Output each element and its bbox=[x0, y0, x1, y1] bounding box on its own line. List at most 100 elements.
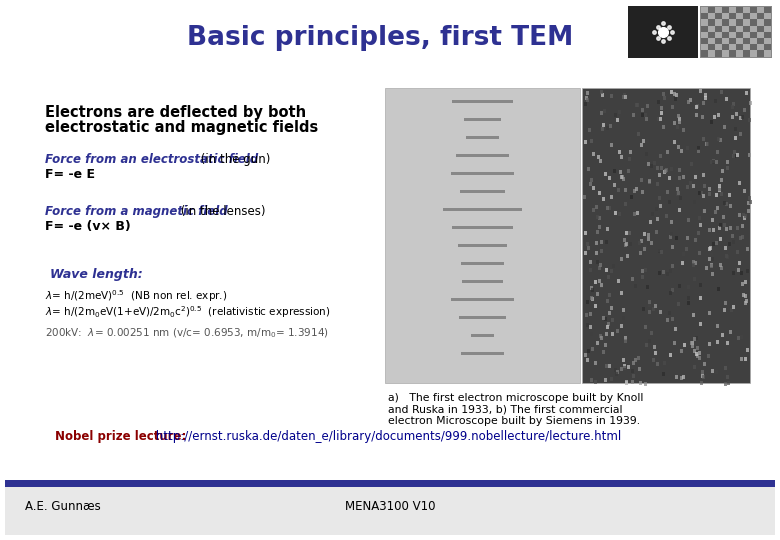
Bar bbox=[589, 312, 592, 316]
Bar bbox=[722, 44, 729, 50]
Bar bbox=[648, 339, 651, 342]
Bar bbox=[764, 25, 771, 32]
Bar bbox=[736, 32, 743, 38]
Bar bbox=[711, 253, 714, 256]
Bar bbox=[693, 366, 696, 369]
Bar bbox=[654, 230, 658, 234]
Bar bbox=[703, 362, 706, 366]
Bar bbox=[708, 7, 715, 13]
Text: Wave length:: Wave length: bbox=[50, 268, 143, 281]
Bar bbox=[588, 127, 591, 132]
Bar bbox=[624, 96, 627, 99]
Bar bbox=[695, 353, 698, 356]
Bar bbox=[764, 32, 771, 38]
Bar bbox=[710, 263, 713, 267]
Bar bbox=[628, 231, 631, 235]
Bar bbox=[590, 312, 593, 316]
Bar bbox=[690, 181, 692, 185]
Text: 200kV:  $\lambda$= 0.00251 nm (v/c= 0.6953, m/m$_0$= 1.3914): 200kV: $\lambda$= 0.00251 nm (v/c= 0.695… bbox=[45, 326, 328, 340]
Text: F= -e E: F= -e E bbox=[45, 168, 95, 181]
Text: Nobel prize lecture:: Nobel prize lecture: bbox=[55, 430, 186, 443]
Bar bbox=[703, 184, 706, 187]
Bar bbox=[704, 97, 707, 100]
Bar bbox=[729, 7, 736, 13]
Bar bbox=[618, 110, 621, 114]
Bar bbox=[757, 32, 764, 38]
Bar bbox=[686, 285, 690, 289]
Bar bbox=[695, 105, 698, 109]
Bar bbox=[606, 325, 609, 329]
Bar bbox=[708, 44, 715, 50]
Bar bbox=[668, 200, 671, 204]
Bar bbox=[695, 336, 698, 340]
Bar bbox=[708, 25, 715, 32]
Bar bbox=[620, 256, 623, 261]
Bar bbox=[723, 201, 726, 205]
Bar bbox=[595, 251, 598, 255]
Bar bbox=[723, 222, 726, 227]
Bar bbox=[459, 190, 505, 193]
Bar bbox=[714, 210, 717, 214]
Bar bbox=[701, 7, 708, 13]
Bar bbox=[604, 268, 608, 272]
Bar bbox=[744, 301, 747, 306]
Bar bbox=[722, 7, 729, 13]
Bar bbox=[587, 246, 590, 250]
Bar bbox=[623, 238, 626, 242]
Bar bbox=[676, 302, 679, 306]
Bar bbox=[625, 231, 628, 234]
Bar bbox=[729, 226, 732, 230]
Bar bbox=[731, 115, 733, 119]
Bar bbox=[741, 282, 744, 286]
Bar bbox=[707, 247, 711, 251]
Bar bbox=[584, 102, 587, 106]
Bar bbox=[732, 234, 735, 239]
Bar bbox=[590, 178, 594, 183]
Bar bbox=[611, 268, 614, 273]
Bar bbox=[608, 293, 612, 297]
Bar bbox=[718, 187, 721, 191]
Bar bbox=[735, 268, 738, 272]
Bar bbox=[743, 25, 750, 32]
Bar bbox=[700, 296, 703, 300]
Bar bbox=[600, 240, 603, 244]
Bar bbox=[731, 105, 734, 109]
Bar bbox=[757, 19, 764, 25]
Bar bbox=[665, 214, 668, 218]
Bar bbox=[708, 186, 711, 191]
Bar bbox=[617, 187, 620, 192]
Bar bbox=[611, 143, 613, 147]
Bar bbox=[677, 191, 680, 195]
Bar bbox=[665, 169, 668, 173]
Bar bbox=[740, 335, 743, 340]
Bar bbox=[662, 270, 665, 274]
Bar bbox=[738, 261, 741, 265]
Bar bbox=[676, 187, 679, 191]
Bar bbox=[584, 231, 587, 235]
Bar bbox=[637, 241, 640, 245]
Bar bbox=[633, 357, 636, 362]
Bar bbox=[602, 197, 605, 201]
Bar bbox=[587, 349, 590, 353]
Bar bbox=[728, 193, 731, 197]
Bar bbox=[666, 272, 669, 276]
Bar bbox=[675, 192, 679, 195]
Bar bbox=[715, 19, 722, 25]
Bar bbox=[585, 313, 588, 316]
Bar bbox=[596, 260, 599, 264]
Bar bbox=[635, 187, 638, 191]
Bar bbox=[722, 308, 725, 312]
Bar bbox=[610, 377, 613, 381]
Bar bbox=[624, 243, 627, 247]
Bar bbox=[668, 311, 671, 315]
Bar bbox=[714, 241, 718, 245]
Bar bbox=[743, 189, 746, 193]
Bar bbox=[591, 296, 594, 301]
Bar bbox=[608, 206, 611, 210]
Bar bbox=[701, 44, 708, 50]
Bar bbox=[710, 160, 713, 164]
Bar bbox=[458, 244, 507, 247]
Bar bbox=[461, 262, 504, 265]
Bar bbox=[619, 292, 622, 295]
Bar bbox=[710, 264, 713, 268]
